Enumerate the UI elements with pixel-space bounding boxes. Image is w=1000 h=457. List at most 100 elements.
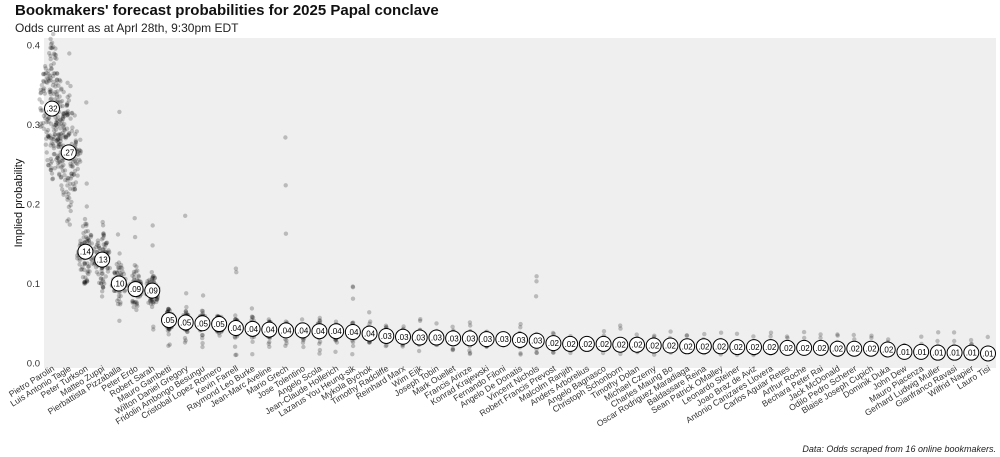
data-point — [183, 309, 189, 314]
data-point — [86, 238, 91, 243]
data-point — [75, 152, 81, 157]
data-point — [82, 260, 87, 265]
data-point — [51, 71, 56, 76]
data-point — [99, 281, 104, 286]
median-label: .02 — [782, 344, 794, 353]
median-label: .03 — [397, 333, 409, 342]
data-point — [450, 347, 456, 352]
data-point — [132, 271, 137, 277]
data-point — [115, 271, 120, 276]
median-label: .02 — [631, 341, 643, 350]
data-point — [49, 40, 55, 45]
data-point — [131, 269, 137, 275]
data-point — [135, 268, 140, 273]
data-point — [54, 94, 60, 99]
data-point — [55, 89, 60, 94]
data-point — [66, 176, 71, 181]
data-point — [53, 132, 58, 137]
data-point — [84, 204, 90, 209]
data-point — [55, 155, 60, 161]
data-point — [114, 270, 120, 275]
data-point — [48, 77, 53, 83]
median-label: .13 — [97, 256, 109, 265]
data-point — [84, 277, 90, 283]
data-point — [283, 183, 288, 188]
data-point — [101, 231, 106, 236]
data-point — [117, 109, 122, 115]
data-point — [83, 275, 88, 280]
y-tick-label: 0.4 — [27, 41, 40, 52]
data-point — [78, 149, 84, 154]
data-point — [150, 299, 155, 305]
data-point — [41, 86, 47, 91]
data-point — [150, 275, 155, 280]
data-point — [93, 265, 99, 270]
data-point — [317, 347, 323, 353]
data-point — [54, 81, 59, 86]
data-point — [57, 172, 62, 178]
data-point — [50, 177, 55, 182]
data-point — [69, 129, 75, 134]
data-point — [78, 137, 83, 142]
data-point — [74, 129, 80, 134]
data-point — [50, 176, 56, 181]
data-point — [48, 45, 53, 50]
data-point — [70, 163, 75, 168]
data-point — [600, 350, 606, 356]
data-point — [182, 340, 188, 345]
data-point — [367, 321, 372, 326]
data-point — [51, 51, 57, 56]
y-axis-label: Implied probability — [13, 158, 25, 247]
data-point — [68, 83, 73, 89]
data-point — [136, 273, 141, 278]
data-point — [38, 106, 43, 111]
data-point — [151, 274, 156, 279]
data-point — [48, 156, 54, 162]
data-point — [132, 216, 137, 221]
data-point — [317, 318, 322, 323]
data-point — [75, 166, 81, 172]
data-point — [72, 113, 77, 118]
data-point — [99, 271, 105, 276]
data-point — [65, 219, 70, 224]
data-point — [48, 91, 53, 97]
data-point — [200, 308, 205, 314]
data-point — [77, 147, 82, 153]
data-point — [118, 262, 124, 268]
data-point — [60, 116, 66, 122]
data-point — [130, 299, 135, 304]
data-point — [768, 330, 774, 335]
data-point — [534, 350, 539, 355]
data-point — [54, 77, 60, 83]
data-point — [167, 327, 172, 333]
data-point — [43, 142, 48, 147]
data-point — [55, 155, 60, 160]
data-point — [232, 344, 238, 349]
data-point — [48, 41, 54, 47]
data-point — [54, 92, 60, 97]
data-point — [233, 266, 239, 271]
data-point — [118, 271, 123, 276]
data-point — [56, 142, 61, 147]
data-point — [58, 136, 63, 141]
data-point — [57, 159, 62, 164]
data-point — [103, 242, 108, 247]
data-point — [64, 103, 70, 109]
data-point — [59, 174, 64, 180]
data-point — [49, 140, 54, 146]
data-point — [52, 123, 57, 128]
data-point — [61, 190, 66, 195]
data-point — [61, 89, 66, 95]
data-point — [44, 70, 49, 76]
data-point — [115, 298, 120, 303]
data-point — [234, 352, 239, 357]
data-point — [68, 186, 73, 191]
median-label: .02 — [832, 345, 844, 354]
data-point — [65, 197, 70, 202]
data-point — [58, 126, 63, 131]
data-point — [82, 267, 87, 273]
data-point — [42, 71, 48, 77]
data-point — [450, 346, 455, 351]
data-point — [52, 128, 57, 133]
data-point — [101, 233, 107, 238]
